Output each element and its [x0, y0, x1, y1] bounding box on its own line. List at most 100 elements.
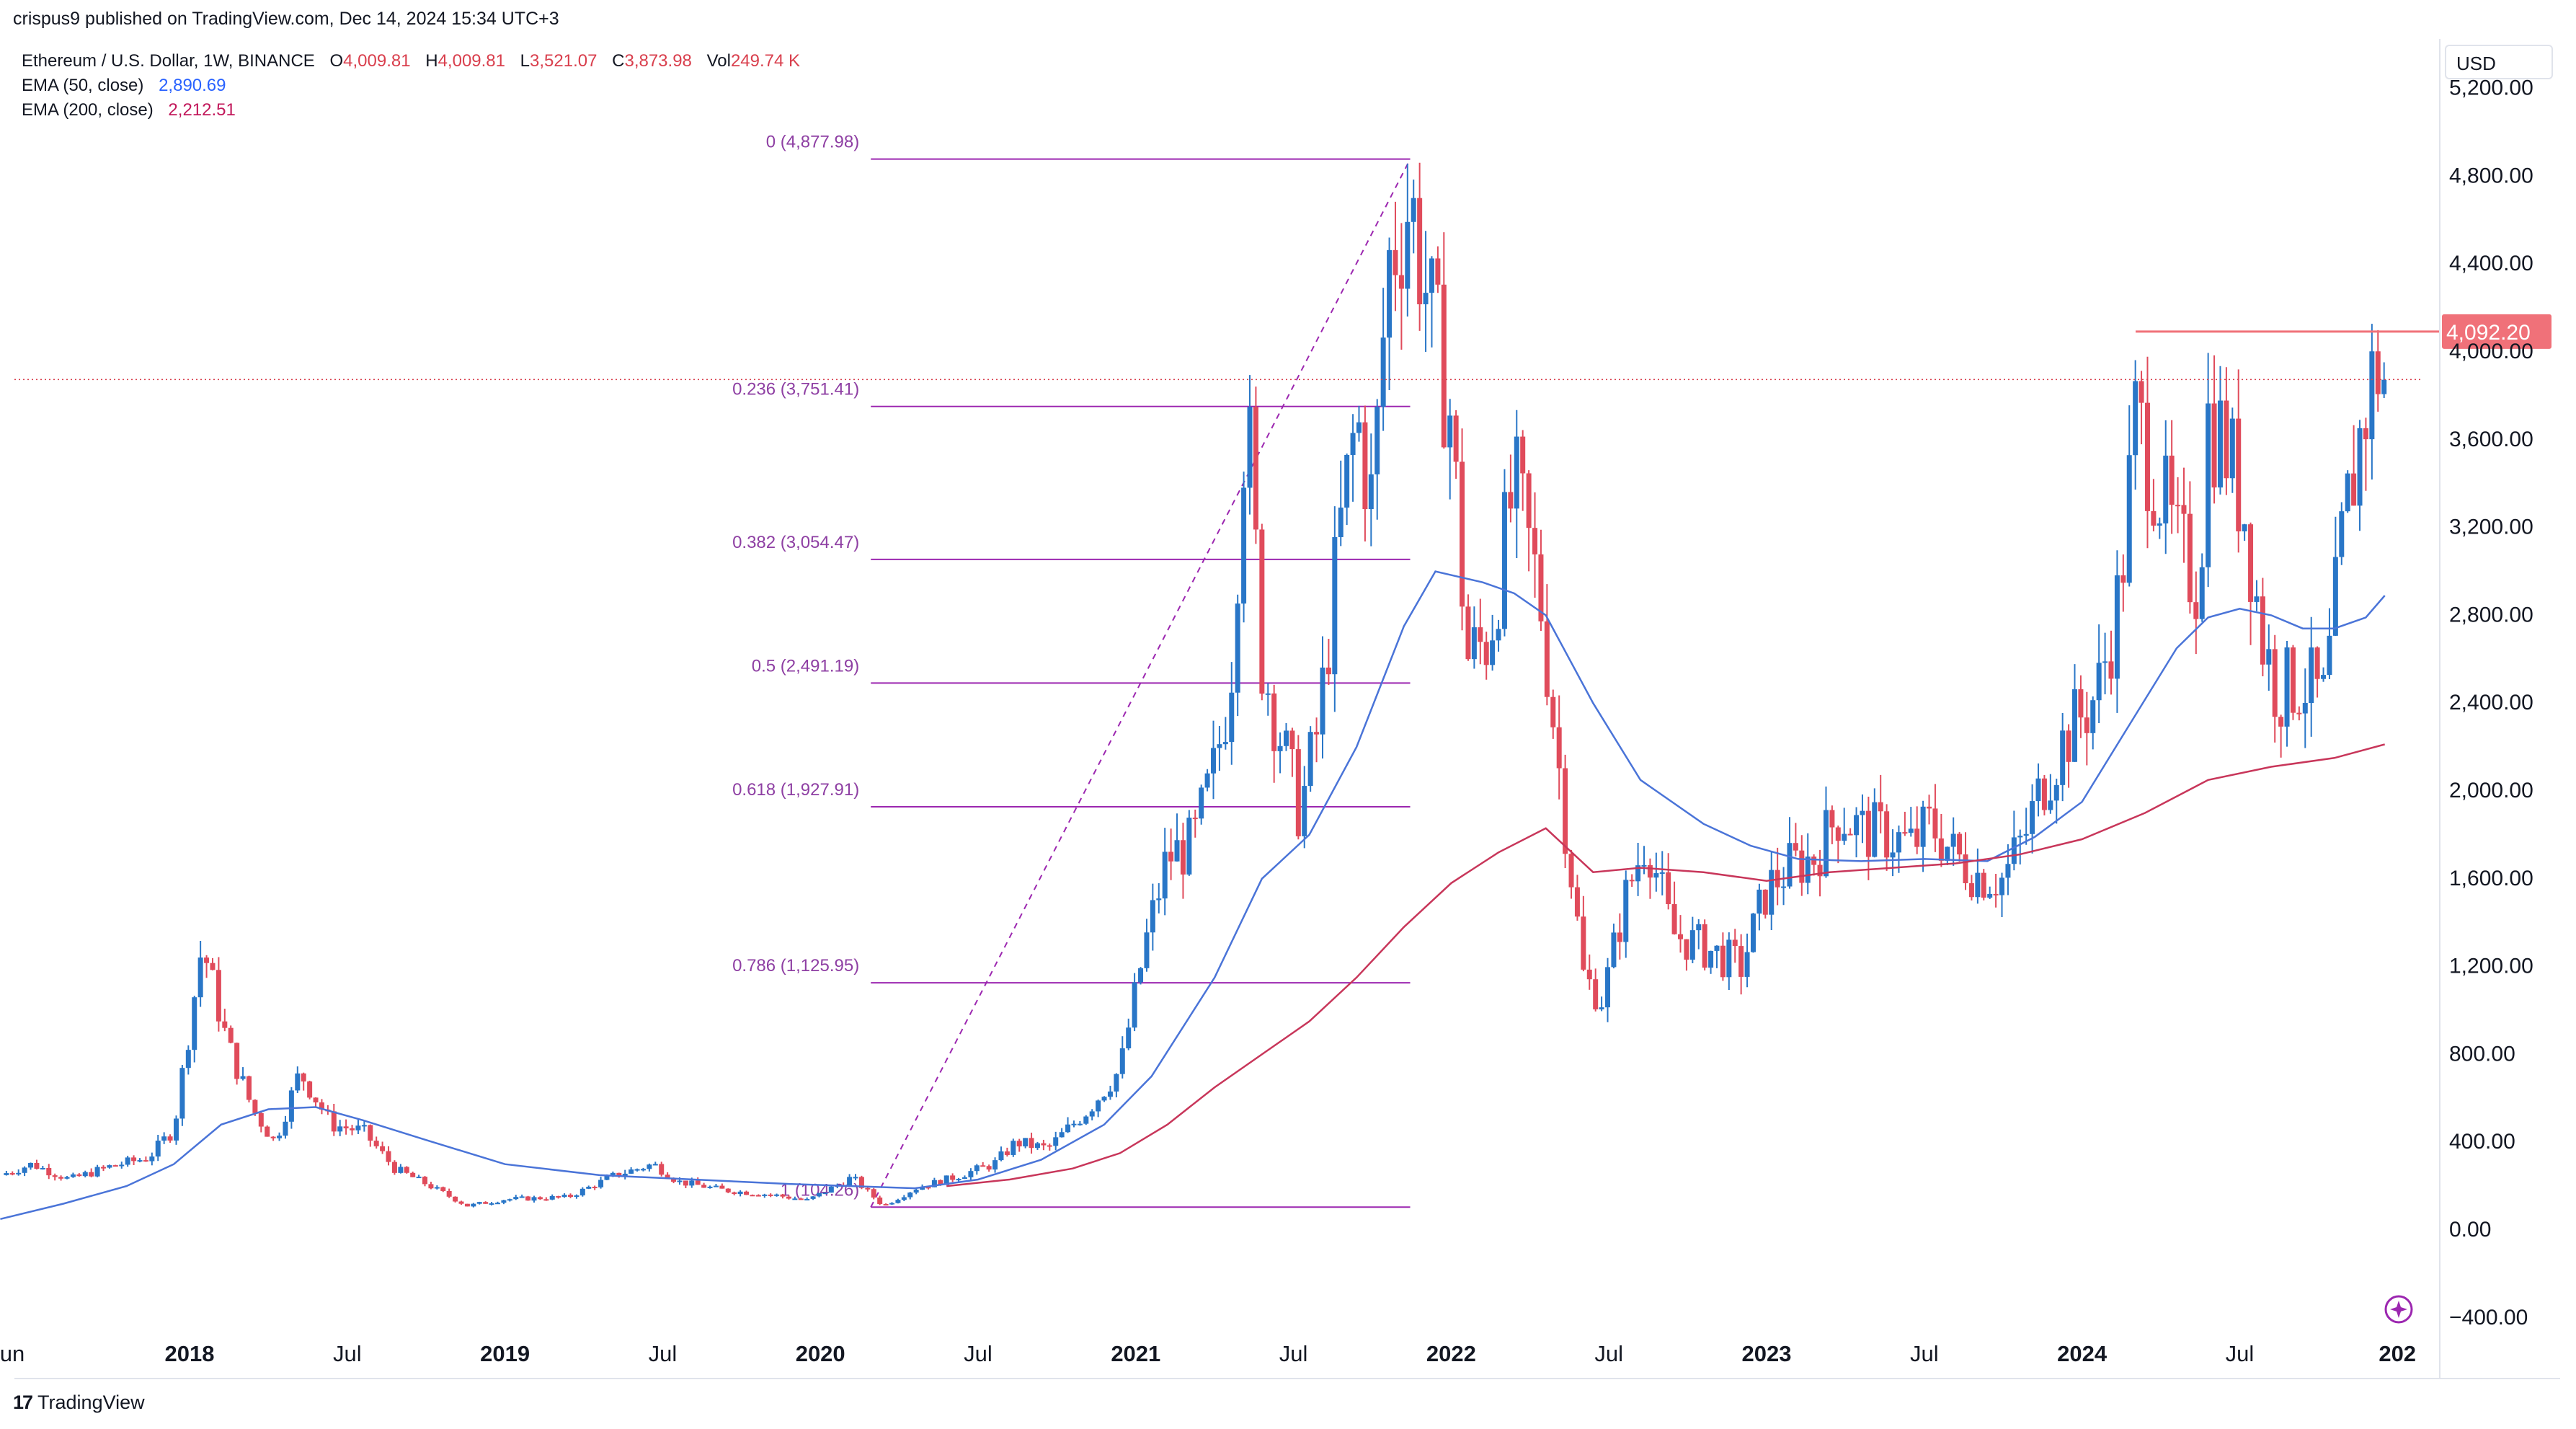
candle-body[interactable] — [416, 1177, 422, 1179]
candle-body[interactable] — [2096, 663, 2102, 701]
candle-body[interactable] — [1963, 854, 1968, 883]
candle-body[interactable] — [1247, 407, 1253, 488]
candle-body[interactable] — [1222, 742, 1228, 745]
candle-body[interactable] — [46, 1167, 52, 1176]
candle-body[interactable] — [1599, 1007, 1604, 1009]
candle-body[interactable] — [270, 1136, 276, 1138]
candle-body[interactable] — [2138, 381, 2144, 403]
candle-body[interactable] — [871, 1189, 876, 1198]
candle-body[interactable] — [1114, 1074, 1119, 1092]
candle-body[interactable] — [1265, 693, 1271, 695]
candle-body[interactable] — [58, 1177, 64, 1179]
candle-body[interactable] — [543, 1199, 549, 1201]
candle-body[interactable] — [2114, 575, 2120, 679]
candle-body[interactable] — [34, 1162, 40, 1169]
candle-body[interactable] — [1490, 640, 1496, 665]
candle-body[interactable] — [1047, 1145, 1052, 1147]
candle-body[interactable] — [913, 1190, 919, 1193]
candle-body[interactable] — [725, 1188, 731, 1193]
candle-body[interactable] — [179, 1068, 185, 1119]
candle-body[interactable] — [1150, 900, 1155, 933]
candle-body[interactable] — [2217, 400, 2223, 488]
candle-body[interactable] — [1501, 492, 1507, 629]
candle-body[interactable] — [1362, 422, 1368, 510]
candle-body[interactable] — [2248, 524, 2254, 602]
candle-body[interactable] — [1805, 857, 1811, 883]
candle-body[interactable] — [513, 1197, 519, 1200]
candle-body[interactable] — [216, 970, 221, 1022]
candle-body[interactable] — [2272, 649, 2278, 717]
candle-body[interactable] — [240, 1076, 246, 1079]
candle-body[interactable] — [1387, 249, 1393, 338]
candle-body[interactable] — [1927, 806, 1932, 809]
candle-body[interactable] — [858, 1177, 864, 1188]
candle-body[interactable] — [2314, 647, 2320, 679]
candle-body[interactable] — [471, 1203, 476, 1207]
candle-body[interactable] — [1847, 833, 1853, 836]
candle-body[interactable] — [234, 1043, 240, 1079]
candle-body[interactable] — [2206, 403, 2211, 567]
candle-body[interactable] — [1811, 857, 1817, 865]
candle-body[interactable] — [2060, 730, 2066, 785]
candle-body[interactable] — [1089, 1111, 1095, 1117]
candle-body[interactable] — [1769, 870, 1775, 915]
candle-body[interactable] — [604, 1176, 610, 1180]
candle-body[interactable] — [107, 1165, 112, 1168]
candle-body[interactable] — [228, 1027, 234, 1043]
candle-body[interactable] — [1350, 433, 1356, 455]
candle-body[interactable] — [1271, 693, 1277, 751]
candle-body[interactable] — [1896, 832, 1901, 853]
candle-body[interactable] — [677, 1180, 683, 1182]
candle-body[interactable] — [1441, 284, 1447, 448]
candle-body[interactable] — [1708, 950, 1714, 968]
candle-body[interactable] — [659, 1164, 665, 1175]
candle-body[interactable] — [2321, 675, 2327, 679]
candle-body[interactable] — [1065, 1124, 1071, 1133]
candle-body[interactable] — [386, 1151, 391, 1162]
candle-body[interactable] — [1563, 768, 1568, 854]
candle-body[interactable] — [391, 1162, 397, 1173]
candle-body[interactable] — [1908, 828, 1914, 833]
candle-body[interactable] — [1241, 487, 1247, 604]
candle-body[interactable] — [1744, 952, 1750, 977]
candle-body[interactable] — [579, 1188, 585, 1195]
candle-body[interactable] — [2357, 428, 2363, 506]
candle-body[interactable] — [1320, 667, 1325, 735]
candle-body[interactable] — [2005, 864, 2011, 878]
candle-body[interactable] — [1180, 840, 1186, 875]
candle-body[interactable] — [1277, 746, 1283, 751]
candle-body[interactable] — [2187, 513, 2193, 603]
candle-body[interactable] — [768, 1194, 773, 1196]
candle-body[interactable] — [210, 963, 216, 970]
candle-body[interactable] — [1647, 864, 1653, 878]
candle-body[interactable] — [1968, 882, 1974, 898]
candle-body[interactable] — [1508, 492, 1514, 509]
candle-body[interactable] — [2011, 837, 2017, 864]
candle-body[interactable] — [2363, 428, 2368, 440]
candle-body[interactable] — [665, 1174, 670, 1179]
candle-body[interactable] — [1957, 833, 1963, 855]
candle-body[interactable] — [2375, 351, 2381, 394]
candle-body[interactable] — [495, 1203, 501, 1205]
candle-body[interactable] — [2345, 473, 2350, 512]
candle-body[interactable] — [337, 1126, 343, 1132]
candle-body[interactable] — [592, 1187, 598, 1189]
candle-body[interactable] — [119, 1164, 125, 1167]
currency-badge[interactable]: USD — [2445, 45, 2553, 79]
candle-body[interactable] — [828, 1186, 834, 1193]
candle-body[interactable] — [1398, 275, 1404, 289]
candle-body[interactable] — [149, 1156, 155, 1162]
candle-body[interactable] — [586, 1187, 592, 1189]
candle-body[interactable] — [507, 1199, 512, 1201]
candle-body[interactable] — [440, 1187, 446, 1191]
candle-body[interactable] — [1738, 946, 1744, 977]
candle-body[interactable] — [1344, 454, 1350, 508]
candle-body[interactable] — [895, 1200, 901, 1203]
candle-body[interactable] — [265, 1126, 270, 1137]
candle-body[interactable] — [1781, 886, 1787, 888]
candle-body[interactable] — [343, 1126, 349, 1129]
candle-body[interactable] — [2023, 833, 2029, 836]
candle-body[interactable] — [556, 1196, 561, 1198]
candle-body[interactable] — [1526, 473, 1532, 528]
